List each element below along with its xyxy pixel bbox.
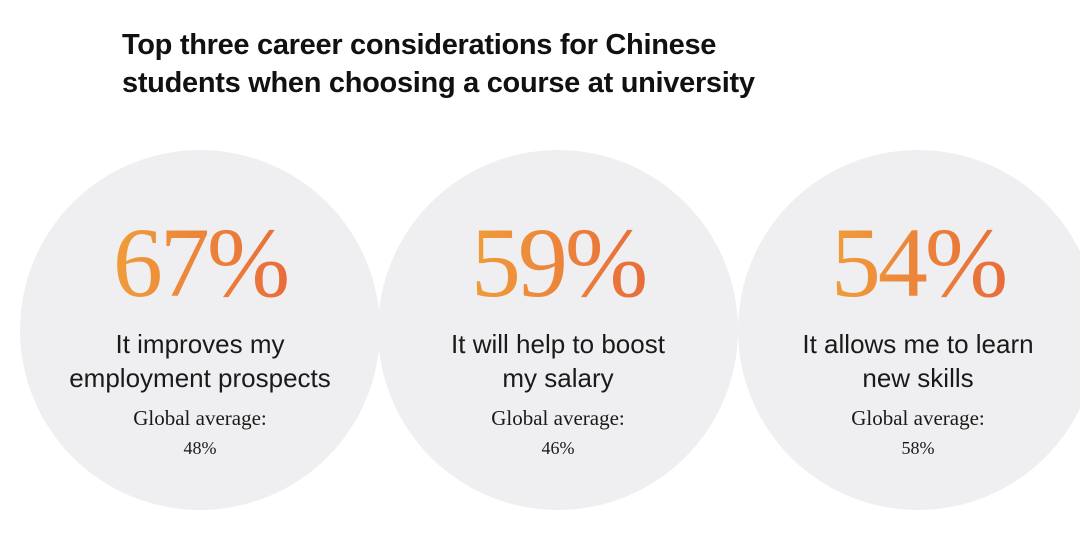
stat-circle: 59% It will help to boost my salary Global … (378, 150, 738, 510)
stat-description: my salary (502, 363, 614, 393)
global-average-label: Global average: (491, 406, 625, 430)
stat-description: It will help to boost (451, 329, 665, 359)
stat-value: 54% (738, 208, 1080, 318)
global-average-label: Global average: (851, 406, 985, 430)
stat-circle: 67% It improves my employment prospects Glo… (20, 150, 380, 510)
stat-description: It allows me to learn (802, 329, 1034, 359)
global-average-label: Global average: (133, 406, 267, 430)
stat-description: new skills (862, 363, 974, 393)
stat-description: It improves my (115, 329, 285, 359)
stat-value: 59% (378, 208, 738, 318)
global-average-value: 58% (901, 438, 935, 458)
stat-value: 67% (20, 208, 380, 318)
stat-description: employment prospects (69, 363, 331, 393)
title: Top three career considerations for Chin… (122, 29, 755, 99)
stat-circle: 54% It allows me to learn new skills Global… (738, 150, 1080, 510)
global-average-value: 46% (541, 438, 575, 458)
global-average-value: 48% (183, 438, 217, 458)
